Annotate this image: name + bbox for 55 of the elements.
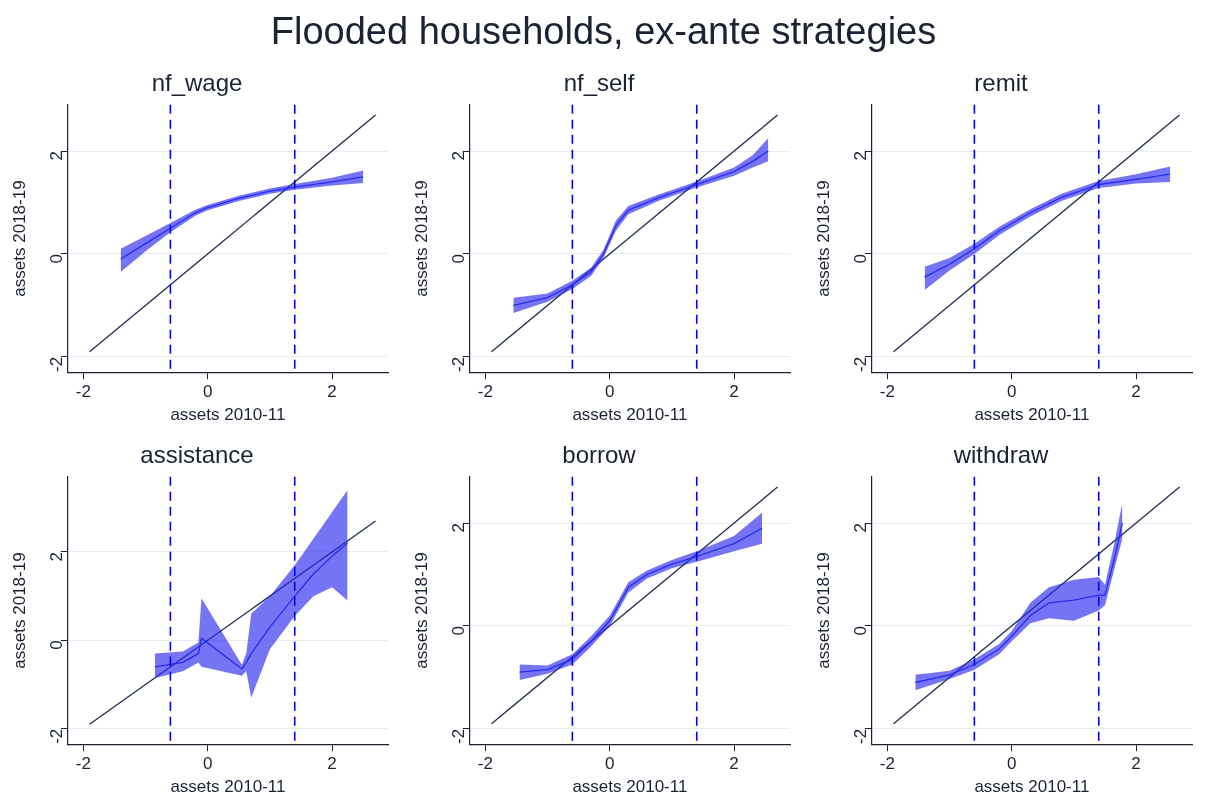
y-tick-label: 0 [449,253,469,264]
y-tick-label: 0 [47,253,67,264]
x-tick-label: 2 [729,382,739,402]
x-axis-title: assets 2010-11 [974,777,1090,797]
y-tick-label: 0 [449,625,469,636]
chart-title: nf_wage [151,69,243,97]
x-axis-title: assets 2010-11 [170,777,286,797]
x-tick-label: 0 [1006,754,1017,774]
text: Flooded households, ex-ante strategies [270,9,937,53]
y-axis-title: assets 2018-19 [813,180,833,297]
y-tick-label: -2 [47,356,67,372]
y-axis-title: assets 2018-19 [411,180,431,297]
y-axis-title: assets 2018-19 [9,552,29,669]
x-tick-label: 2 [1131,754,1141,774]
y-tick-label: -2 [449,728,469,744]
x-tick-label: -2 [75,754,91,774]
y-axis-title: assets 2018-19 [9,180,29,297]
chart-title: remit [974,69,1028,97]
y-tick-label: -2 [851,356,871,372]
x-tick-label: -2 [477,754,493,774]
x-axis-title: assets 2010-11 [572,777,688,797]
y-axis-title: assets 2018-19 [411,552,431,669]
y-tick-label: 2 [851,151,871,161]
y-tick-label: 2 [47,151,67,161]
y-tick-label: 2 [851,523,871,533]
chart-title: borrow [562,441,637,469]
chart-title: withdraw [952,441,1050,469]
x-tick-label: -2 [477,382,493,402]
x-tick-label: -2 [879,382,895,402]
chart-title: assistance [140,441,254,469]
x-tick-label: 2 [729,754,739,774]
x-axis-title: assets 2010-11 [974,405,1090,425]
y-axis-title: assets 2018-19 [813,552,833,669]
x-tick-label: 0 [604,754,615,774]
y-tick-label: 2 [449,523,469,533]
x-tick-label: 0 [604,382,615,402]
y-tick-label: 2 [47,551,67,562]
y-tick-label: -2 [449,356,469,372]
x-axis-title: assets 2010-11 [170,405,286,425]
x-tick-label: 2 [327,382,337,402]
y-tick-label: 0 [851,253,871,264]
x-tick-label: 2 [327,754,337,774]
y-tick-label: -2 [851,728,871,744]
y-tick-label: 0 [47,640,67,650]
y-tick-label: -2 [47,728,67,744]
x-tick-label: 2 [1131,382,1141,402]
x-tick-label: 0 [1006,382,1017,402]
x-tick-label: -2 [879,754,895,774]
x-tick-label: 0 [202,754,213,774]
x-tick-label: -2 [75,382,91,402]
x-axis-title: assets 2010-11 [572,405,688,425]
y-tick-label: 0 [851,625,871,636]
x-tick-label: 0 [202,382,213,402]
y-tick-label: 2 [449,151,469,161]
chart-title: nf_self [563,69,635,97]
